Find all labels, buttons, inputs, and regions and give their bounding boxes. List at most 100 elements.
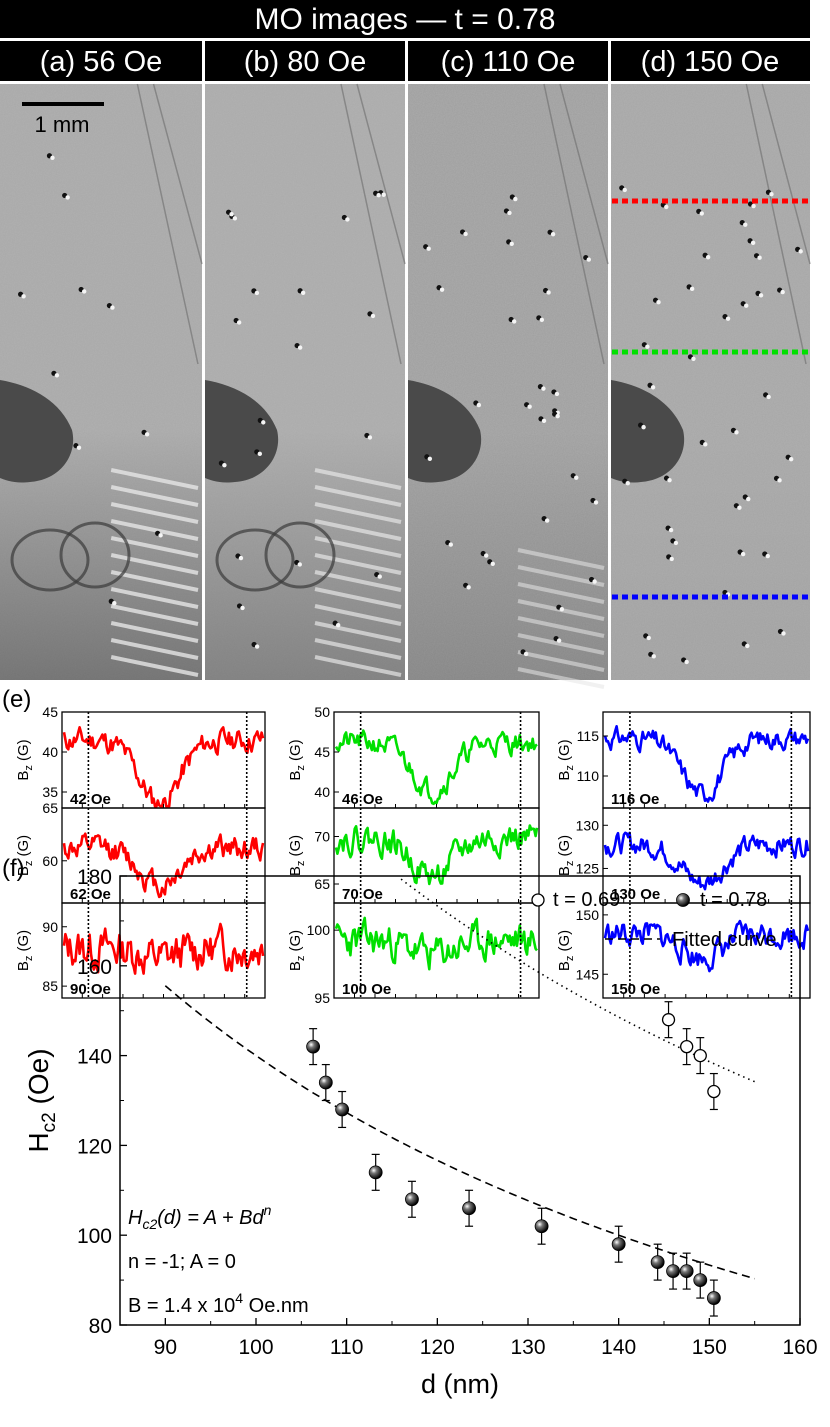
y-tick-label: 50	[314, 704, 330, 720]
series-t069	[661, 1001, 721, 1111]
legend-label-fit: Fitted curve	[672, 929, 776, 951]
mo-scratches	[543, 83, 609, 365]
mo-image-a	[0, 83, 203, 680]
x-tick-label: 160	[782, 1336, 817, 1359]
y-axis-label: Bz (G)	[287, 739, 307, 780]
field-label: 100 Oe	[342, 981, 391, 998]
mo-image-d	[611, 83, 811, 680]
profile-c1-r1: 45 40 35 42 Oe Bz (G)	[15, 704, 266, 809]
data-point	[707, 1084, 721, 1099]
data-point	[534, 1219, 549, 1234]
data-point	[368, 1165, 383, 1180]
y-axis-label: Hc2 (Oe)	[23, 1048, 60, 1152]
y-axis-label: Bz (G)	[287, 930, 307, 971]
profile-curve	[603, 724, 810, 803]
data-point	[335, 1102, 350, 1117]
y-tick-label: 35	[42, 784, 58, 800]
panel-b-label: (b) 80 Oe	[244, 46, 367, 78]
y-axis-label: Bz (G)	[556, 739, 576, 780]
profile-curve	[334, 916, 539, 971]
panel-f-chart: 90 100 110 120 130 140 150 160 80 100 120 140 160 180…	[23, 866, 818, 1399]
equation-line-3: B = 1.4 x 104 Oe.nm	[128, 1290, 309, 1317]
x-tick-label: 120	[420, 1336, 455, 1359]
y-tick-label: 180	[77, 866, 112, 889]
field-label: 46 Oe	[342, 791, 383, 808]
mo-spots	[218, 190, 386, 649]
legend-marker-t078	[676, 893, 690, 907]
mo-defect	[611, 380, 685, 483]
y-tick-label: 150	[576, 907, 600, 923]
data-point	[650, 1255, 665, 1270]
y-tick-label: 70	[314, 829, 330, 845]
data-point	[706, 1291, 721, 1305]
y-tick-label: 145	[576, 966, 600, 982]
y-tick-label: 120	[77, 1135, 112, 1158]
legend-marker-t069	[531, 893, 545, 907]
y-axis-label: Bz (G)	[15, 835, 35, 876]
y-tick-label: 85	[42, 978, 58, 994]
y-tick-label: 40	[42, 744, 58, 760]
field-label: 70 Oe	[342, 886, 383, 903]
y-tick-label: 140	[77, 1046, 112, 1069]
field-label: 116 Oe	[611, 791, 659, 808]
x-tick-label: 110	[330, 1336, 363, 1359]
mo-scratches	[136, 83, 203, 365]
y-axis-label: Bz (G)	[15, 739, 35, 780]
y-tick-label: 160	[77, 956, 112, 979]
y-tick-label: 125	[576, 860, 600, 876]
legend: t = 0.69 t = 0.78 Fitted curve	[531, 889, 776, 951]
profile-curve	[603, 831, 810, 891]
y-axis-label: Bz (G)	[287, 835, 307, 876]
profile-curve	[603, 919, 810, 973]
panel-a-label: (a) 56 Oe	[40, 46, 163, 78]
scale-bar-label: 1 mm	[35, 112, 90, 137]
data-point	[679, 1264, 694, 1279]
y-tick-label: 80	[89, 1315, 112, 1338]
mo-image-c	[408, 83, 609, 689]
y-tick-label: 95	[314, 990, 330, 1006]
scale-bar: 1 mm	[22, 102, 104, 137]
profile-curve	[62, 922, 265, 975]
field-label: 62 Oe	[70, 886, 111, 903]
y-tick-label: 65	[42, 800, 58, 816]
data-point	[666, 1264, 680, 1279]
y-axis-label: Bz (G)	[15, 930, 35, 971]
mo-defect	[0, 380, 74, 483]
y-tick-label: 110	[577, 768, 600, 784]
y-tick-label: 45	[42, 704, 58, 720]
y-tick-label: 90	[42, 919, 58, 935]
fitted-curve-t069	[400, 878, 756, 1083]
profile-c3-r3: 150 145 150 Oe Bz (G)	[556, 902, 811, 999]
field-label: 150 Oe	[611, 981, 660, 998]
field-label: 42 Oe	[70, 791, 111, 808]
mo-spots	[619, 185, 803, 665]
mo-spots	[18, 153, 163, 606]
mo-loop	[59, 521, 131, 589]
fit-equation: Hc2(d) = A + Bdn n = -1; A = 0 B = 1.4 x 1…	[128, 1202, 309, 1317]
y-axis-label: Bz (G)	[556, 930, 576, 971]
y-axis-label: Bz (G)	[556, 835, 576, 876]
data-point	[693, 1273, 708, 1287]
y-tick-label: 130	[576, 817, 600, 833]
data-point	[318, 1075, 333, 1090]
y-tick-label: 65	[314, 876, 330, 892]
data-point	[693, 1048, 707, 1063]
x-tick-label: 130	[510, 1336, 545, 1359]
legend-label-t078: t = 0.78	[700, 889, 767, 911]
equation-line-2: n = -1; A = 0	[128, 1251, 236, 1273]
figure-title: MO images — t = 0.78	[255, 3, 556, 36]
mo-loop	[10, 528, 90, 592]
profile-c2-r2: 70 65 70 Oe Bz (G)	[287, 807, 540, 904]
title-bar	[0, 0, 810, 38]
equation-line-1: Hc2(d) = A + Bdn	[128, 1202, 272, 1232]
data-point	[462, 1201, 476, 1216]
panel-c-label: (c) 110 Oe	[441, 46, 576, 78]
x-axis-label: d (nm)	[421, 1369, 499, 1399]
profile-c2-r1: 50 45 40 46 Oe Bz (G)	[287, 704, 540, 809]
field-label: 130 Oe	[611, 886, 660, 903]
y-tick-label: 40	[314, 784, 330, 800]
profile-curve	[334, 824, 539, 886]
panel-d-label: (d) 150 Oe	[641, 46, 780, 78]
mo-bright-stripes	[110, 468, 199, 677]
